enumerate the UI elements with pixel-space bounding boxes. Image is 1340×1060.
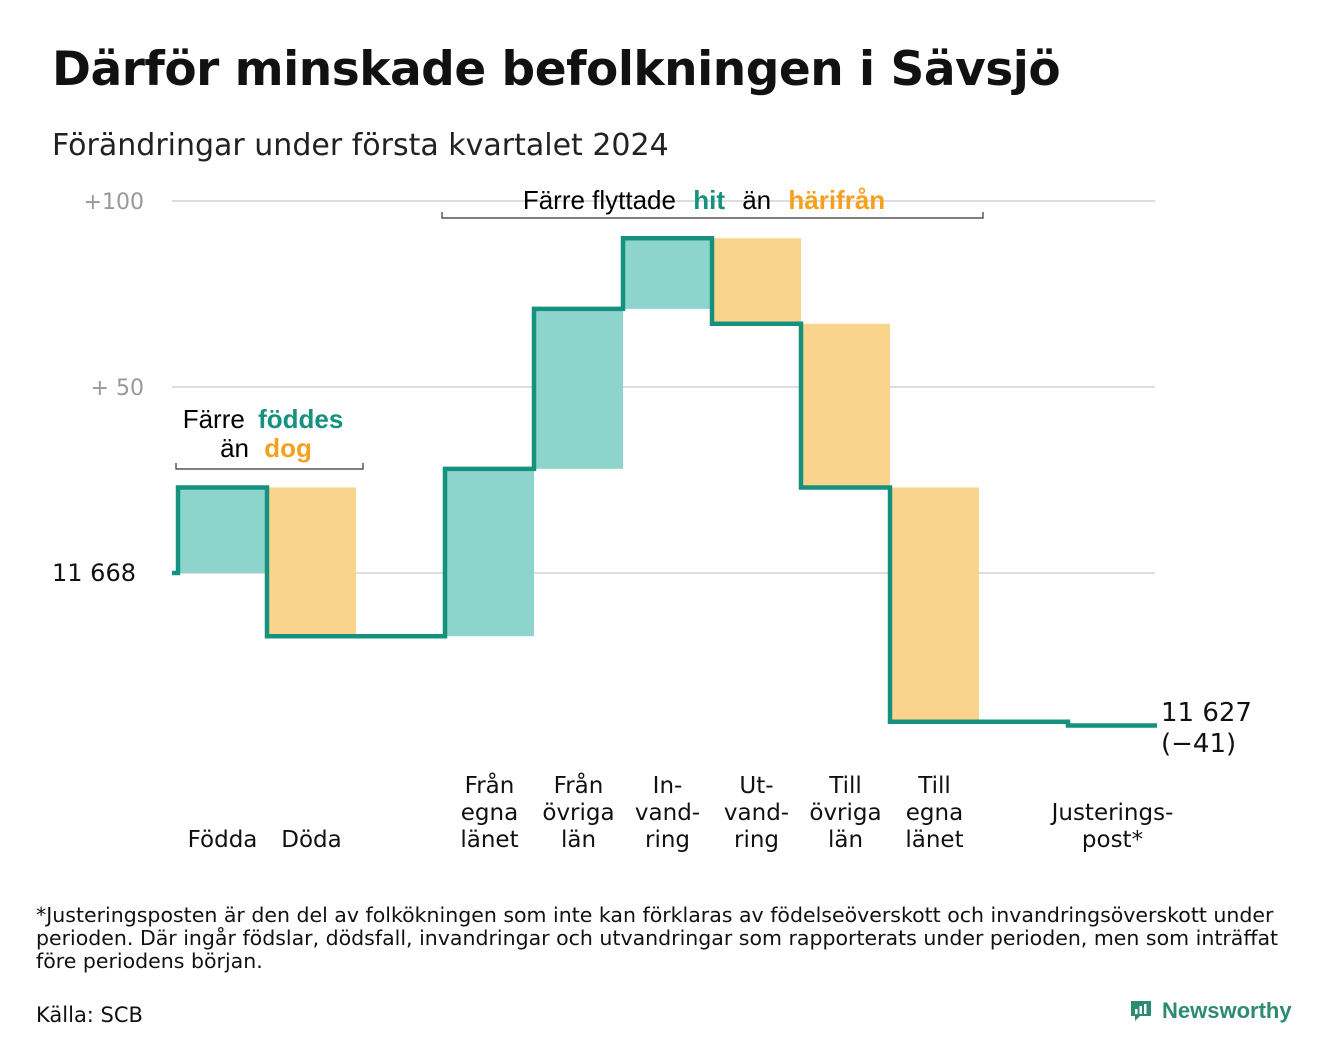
y-tick-label: + 50 — [91, 376, 144, 401]
annotation-births-pre: Färre — [183, 404, 245, 434]
annotation-moves-bracket — [441, 212, 984, 219]
category-label: Till — [828, 773, 862, 799]
annotation-births-mid: än — [220, 433, 249, 463]
step-line-layer — [172, 235, 1157, 728]
svg-text:Färre flyttade hit: Färre flyttade hit än härifrån — [523, 185, 885, 215]
category-label: länet — [460, 827, 518, 853]
category-label: In- — [653, 773, 683, 799]
y-tick-label: +100 — [84, 190, 144, 215]
category-label: vand- — [724, 800, 789, 826]
bar-increase — [623, 238, 712, 309]
category-label: Från — [554, 771, 604, 799]
svg-text:än dog: än dog — [220, 433, 312, 463]
bar-decrease — [712, 238, 801, 324]
category-label: ring — [645, 827, 690, 853]
category-label: övriga — [542, 800, 614, 826]
annotation-moves: Färre flyttade hit än härifrån — [441, 185, 984, 219]
category-label: egna — [461, 800, 518, 826]
brand-name: Newsworthy — [1162, 998, 1292, 1023]
start-value-label: 11 668 — [52, 559, 136, 587]
category-label: Från — [465, 771, 515, 799]
annotation-moves-highlight1: hit — [693, 185, 725, 215]
annotation-births-highlight2: dog — [264, 433, 312, 463]
bar-increase — [445, 468, 534, 637]
annotation-moves-mid: än — [742, 185, 771, 215]
category-label: Till — [917, 773, 951, 799]
source-label: Källa: SCB — [36, 1003, 143, 1027]
bar-decrease — [267, 487, 356, 637]
chart-title: Därför minskade befolkningen i Sävsjö — [52, 42, 1061, 97]
annotation-moves-highlight2: härifrån — [788, 185, 885, 215]
category-label: Ut- — [739, 773, 773, 799]
annotation-births-bracket — [175, 463, 364, 470]
category-label: län — [828, 827, 863, 853]
category-label: Justerings- — [1050, 800, 1174, 826]
category-label: län — [561, 827, 596, 853]
category-label: vand- — [635, 800, 700, 826]
annotation-moves-pre: Färre flyttade — [523, 185, 676, 215]
category-label: Födda — [188, 827, 258, 853]
svg-text:Färre föddes: Färre föddes — [183, 404, 344, 434]
category-label: ring — [734, 827, 779, 853]
category-label: övriga — [809, 800, 881, 826]
end-value-label: 11 627 — [1161, 698, 1252, 728]
bar-increase — [534, 308, 623, 469]
step-line — [172, 235, 1157, 728]
footnote: *Justeringsposten är den del av folkökni… — [36, 903, 1279, 973]
category-label: Döda — [281, 827, 341, 853]
category-label: post* — [1082, 827, 1143, 853]
category-label: egna — [906, 800, 963, 826]
bar-decrease — [890, 487, 979, 722]
bars — [178, 238, 979, 722]
bar-increase — [178, 487, 267, 573]
category-label: länet — [905, 827, 963, 853]
bar-decrease — [801, 323, 890, 488]
brand-logo: Newsworthy — [1128, 998, 1292, 1024]
annotation-births: Färre föddes än dog — [175, 404, 364, 470]
end-value-label: (−41) — [1161, 729, 1236, 759]
newsworthy-logo-icon — [1131, 1001, 1151, 1021]
annotation-births-highlight1: föddes — [258, 404, 343, 434]
chart-subtitle: Förändringar under första kvartalet 2024 — [52, 128, 669, 163]
